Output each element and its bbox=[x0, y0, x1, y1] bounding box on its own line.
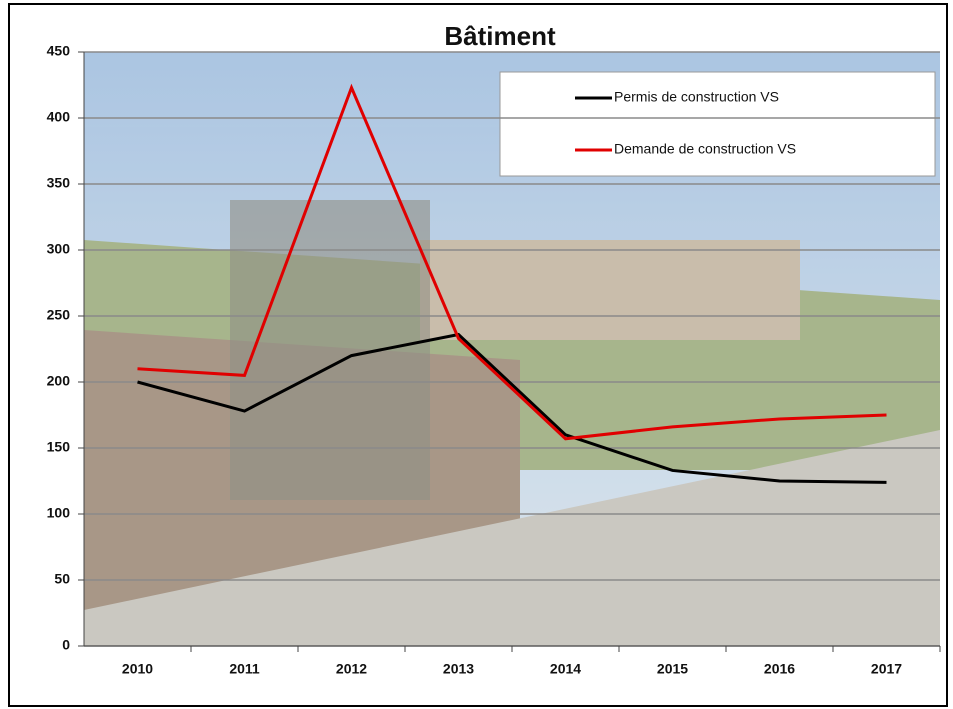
x-tick-label: 2013 bbox=[443, 661, 474, 677]
y-tick-label: 50 bbox=[54, 571, 70, 587]
chart-title: Bâtiment bbox=[444, 21, 556, 51]
x-tick-label: 2017 bbox=[871, 661, 902, 677]
x-tick-label: 2014 bbox=[550, 661, 581, 677]
y-tick-label: 400 bbox=[47, 109, 71, 125]
y-tick-label: 350 bbox=[47, 175, 71, 191]
x-tick-label: 2011 bbox=[229, 661, 260, 677]
y-tick-label: 250 bbox=[47, 307, 71, 323]
x-tick-label: 2016 bbox=[764, 661, 795, 677]
series-line bbox=[137, 332, 887, 484]
y-tick-label: 100 bbox=[47, 505, 71, 521]
y-tick-label: 200 bbox=[47, 373, 71, 389]
x-tick-label: 2015 bbox=[657, 661, 688, 677]
series-line bbox=[137, 83, 887, 441]
x-tick-label: 2012 bbox=[336, 661, 367, 677]
y-tick-label: 150 bbox=[47, 439, 71, 455]
y-tick-label: 0 bbox=[62, 637, 70, 653]
legend-label: Permis de construction VS bbox=[614, 89, 779, 105]
legend-box bbox=[499, 71, 936, 177]
legend bbox=[499, 71, 936, 177]
y-tick-label: 450 bbox=[47, 43, 71, 59]
y-tick-label: 300 bbox=[47, 241, 71, 257]
x-tick-label: 2010 bbox=[122, 661, 153, 677]
legend-label: Demande de construction VS bbox=[614, 141, 796, 157]
